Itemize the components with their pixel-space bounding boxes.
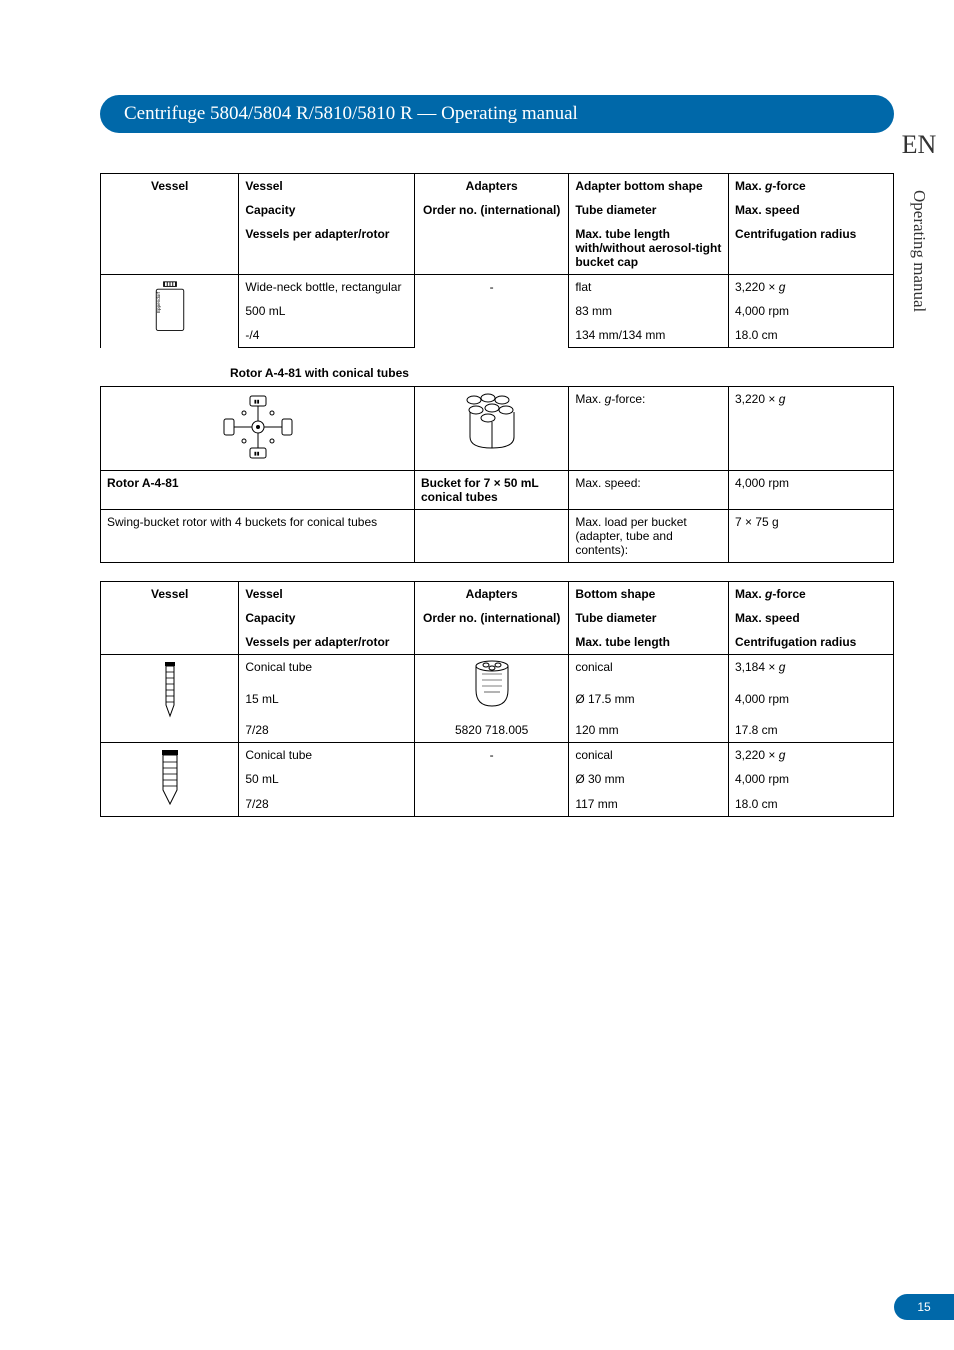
th-radius: Centrifugation radius	[728, 630, 893, 655]
cell-shape: conical	[569, 743, 729, 768]
th-orderno: Order no. (international)	[415, 198, 569, 222]
th-shape: Adapter bottom shape	[569, 174, 729, 199]
th-capacity: Capacity	[239, 198, 415, 222]
th-gforce: Max. g-force	[728, 174, 893, 199]
cell-capacity: 50 mL	[239, 767, 415, 791]
cell-vessel: Wide-neck bottle, rectangular	[239, 275, 415, 300]
vessel-table-1: Vessel Vessel Adapters Adapter bottom sh…	[100, 173, 894, 348]
cell-capacity: 15 mL	[239, 687, 415, 718]
cell-load-value: 7 × 75 g	[728, 510, 893, 563]
cell-gforce: 3,220 × g	[728, 743, 893, 768]
th-length: Max. tube length	[569, 630, 729, 655]
cell-vessel: Conical tube	[239, 743, 415, 768]
th-vpa: Vessels per adapter/rotor	[239, 222, 415, 275]
th-speed: Max. speed	[728, 198, 893, 222]
rotor-icon: ▮▮ ▮▮	[218, 451, 298, 465]
page-title-bar: Centrifuge 5804/5804 R/5810/5810 R — Ope…	[100, 95, 894, 133]
cell-gforce-label: Max. g-force:	[569, 387, 729, 471]
cell-radius: 18.0 cm	[728, 792, 893, 817]
th-gforce: Max. g-force	[728, 582, 893, 607]
conical-tube-50-icon	[158, 797, 182, 811]
svg-text:▮▮: ▮▮	[254, 451, 260, 457]
vessel-icon-cell	[101, 655, 239, 743]
th-radius: Centrifugation radius	[728, 222, 893, 275]
th-length: Max. tube length with/without aerosol-ti…	[569, 222, 729, 275]
cell-speed: 4,000 rpm	[728, 299, 893, 323]
th-diameter: Tube diameter	[569, 198, 729, 222]
th-vessel-img: Vessel	[101, 174, 239, 199]
rotor-diagram-cell: ▮▮ ▮▮	[101, 387, 415, 471]
cell-rotor-name: Rotor A-4-81	[101, 471, 415, 510]
cell-vessel: Conical tube	[239, 655, 415, 687]
cell-length: 117 mm	[569, 792, 729, 817]
cell-diameter: Ø 17.5 mm	[569, 687, 729, 718]
th-adapters: Adapters	[415, 582, 569, 607]
bucket-icon	[462, 441, 522, 455]
th-diameter: Tube diameter	[569, 606, 729, 630]
conical-tube-15-icon	[158, 709, 182, 723]
cell-speed-label: Max. speed:	[569, 471, 729, 510]
th-vessel: Vessel	[239, 582, 415, 607]
cell-orderno: 5820 718.005	[415, 718, 569, 743]
bucket-diagram-cell	[415, 387, 569, 471]
cell-diameter: Ø 30 mm	[569, 767, 729, 791]
cell-vpa: 7/28	[239, 718, 415, 743]
cell-shape: flat	[569, 275, 729, 300]
adapter-icon-cell	[415, 655, 569, 719]
cell-gforce-value: 3,220 × g	[728, 387, 893, 471]
adapter-icon	[472, 699, 512, 713]
th-vessel: Vessel	[239, 174, 415, 199]
svg-text:Eppendorf: Eppendorf	[156, 291, 161, 313]
vessel-table-2: Vessel Vessel Adapters Bottom shape Max.…	[100, 581, 894, 817]
page-number: 15	[894, 1294, 954, 1320]
th-vessel-img: Vessel	[101, 582, 239, 607]
cell-gforce: 3,184 × g	[728, 655, 893, 687]
cell-length: 120 mm	[569, 718, 729, 743]
cell-length: 134 mm/134 mm	[569, 323, 729, 348]
cell-rotor-desc: Swing-bucket rotor with 4 buckets for co…	[101, 510, 415, 563]
rotor-summary-table: ▮▮ ▮▮	[100, 386, 894, 563]
cell-diameter: 83 mm	[569, 299, 729, 323]
th-vpa: Vessels per adapter/rotor	[239, 630, 415, 655]
table-row: Eppendorf Wide-neck bottle, rectangular …	[101, 275, 894, 300]
cell-vpa: -/4	[239, 323, 415, 348]
table-row: Conical tube - conical 3,220 × g	[101, 743, 894, 768]
cell-gforce: 3,220 × g	[728, 275, 893, 300]
th-orderno: Order no. (international)	[415, 606, 569, 630]
th-speed: Max. speed	[728, 606, 893, 630]
wide-neck-bottle-icon: Eppendorf	[145, 280, 195, 335]
th-capacity: Capacity	[239, 606, 415, 630]
cell-radius: 17.8 cm	[728, 718, 893, 743]
vessel-icon-cell	[101, 743, 239, 817]
cell-adapters: -	[415, 275, 569, 348]
cell-load-label: Max. load per bucket (adapter, tube and …	[569, 510, 729, 563]
cell-bucket: Bucket for 7 × 50 mL conical tubes	[415, 471, 569, 510]
section-heading: Rotor A-4-81 with conical tubes	[230, 366, 894, 380]
cell-speed: 4,000 rpm	[728, 687, 893, 718]
cell-orderno: -	[415, 743, 569, 817]
cell-speed: 4,000 rpm	[728, 767, 893, 791]
svg-text:▮▮: ▮▮	[254, 399, 260, 405]
th-adapters: Adapters	[415, 174, 569, 199]
cell-shape: conical	[569, 655, 729, 687]
table-row: Conical tube conical 3,184 × g	[101, 655, 894, 687]
vessel-icon-cell: Eppendorf	[101, 275, 239, 348]
cell-radius: 18.0 cm	[728, 323, 893, 348]
cell-speed-value: 4,000 rpm	[728, 471, 893, 510]
cell-capacity: 500 mL	[239, 299, 415, 323]
cell-vpa: 7/28	[239, 792, 415, 817]
th-shape: Bottom shape	[569, 582, 729, 607]
